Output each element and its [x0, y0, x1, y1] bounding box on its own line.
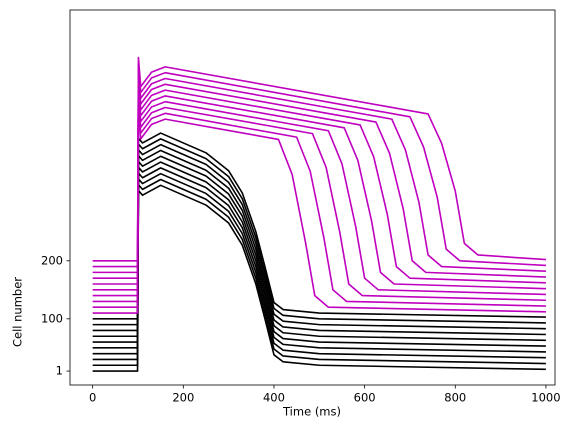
x-tick-label: 400: [263, 391, 285, 405]
y-axis-label: Cell number: [11, 277, 25, 347]
trace-line: [92, 138, 546, 326]
y-tick-label: 100: [41, 311, 63, 325]
y-tick-label: 1: [56, 364, 63, 378]
trace-line: [92, 143, 546, 332]
trace-line: [92, 132, 546, 320]
trace-line: [92, 178, 546, 367]
trace-line: [92, 109, 546, 314]
y-tick-label: 200: [41, 253, 63, 267]
x-tick-label: 200: [172, 391, 194, 405]
trace-line: [92, 68, 546, 274]
trace-line: [92, 172, 546, 361]
x-axis-label: Time (ms): [282, 405, 341, 419]
x-tick-label: 600: [354, 391, 376, 405]
x-tick-label: 800: [444, 391, 466, 405]
x-tick-label: 1000: [531, 391, 560, 405]
trace-line: [92, 56, 546, 262]
trace-line: [92, 167, 546, 355]
plot-frame: [69, 9, 556, 386]
trace-line: [92, 149, 546, 338]
trace-line: [92, 155, 546, 343]
trace-line: [92, 103, 546, 309]
x-tick-label: 0: [89, 391, 96, 405]
